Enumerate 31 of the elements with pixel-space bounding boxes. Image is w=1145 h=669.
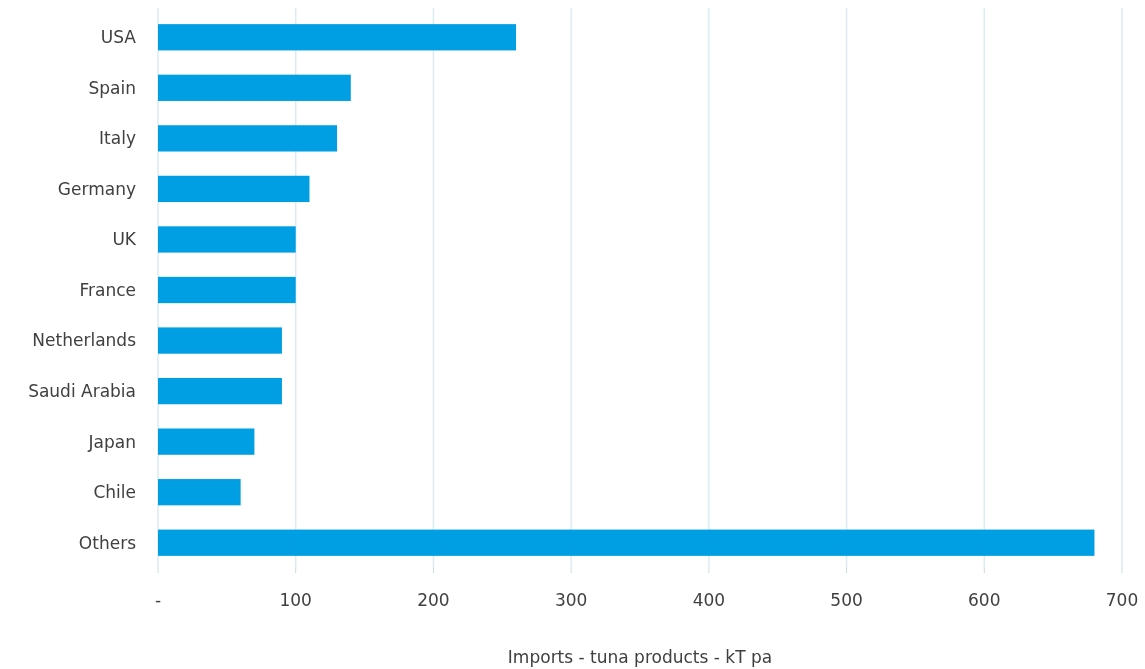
- y-tick-label: UK: [112, 229, 137, 250]
- y-tick-label: Japan: [87, 431, 136, 452]
- bar: [158, 226, 296, 253]
- y-tick-label: Italy: [99, 128, 136, 149]
- bar: [158, 276, 296, 304]
- x-tick-label: 200: [417, 590, 450, 610]
- x-tick-label: 100: [279, 590, 312, 610]
- bar: [158, 428, 255, 455]
- x-tick-label: 600: [968, 590, 1001, 610]
- x-tick-label: 700: [1105, 590, 1139, 610]
- y-tick-label: USA: [100, 27, 137, 48]
- x-tick-label: 400: [692, 590, 726, 610]
- y-tick-label: Chile: [93, 482, 136, 503]
- bar: [158, 74, 351, 101]
- y-tick-label: France: [79, 279, 136, 300]
- bar: [158, 479, 241, 506]
- x-tick-label: 300: [554, 590, 588, 610]
- bar: [158, 175, 310, 203]
- bar: [158, 327, 282, 354]
- bar: [158, 125, 338, 152]
- y-tick-label: Saudi Arabia: [28, 381, 136, 402]
- y-tick-label: Netherlands: [32, 330, 137, 351]
- x-tick-label: 500: [830, 590, 863, 610]
- bar: [158, 24, 517, 51]
- bar: [158, 377, 282, 405]
- y-tick-label: Others: [78, 532, 137, 553]
- bar: [158, 529, 1095, 556]
- x-tick-label: -: [154, 590, 162, 610]
- x-axis-title: Imports - tuna products - kT pa: [507, 647, 773, 667]
- y-tick-label: Spain: [88, 77, 136, 98]
- y-tick-label: Germany: [57, 178, 136, 199]
